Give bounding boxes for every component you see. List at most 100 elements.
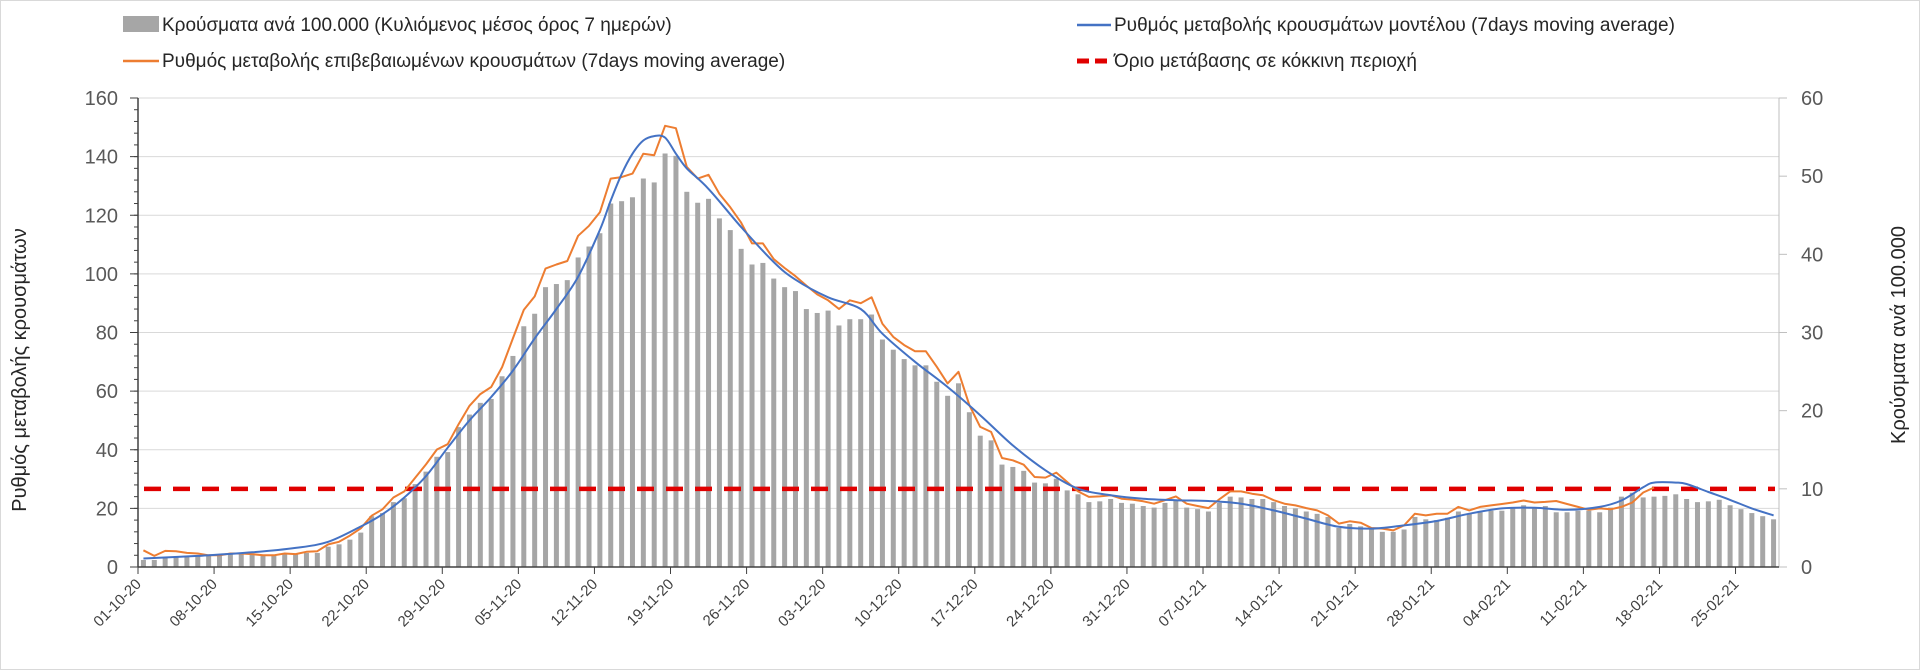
bar [1542, 506, 1548, 567]
bar [1184, 507, 1190, 567]
bar [716, 218, 722, 568]
bar [553, 284, 559, 567]
bar [1129, 503, 1135, 567]
bar [629, 197, 635, 567]
bar [760, 262, 766, 567]
y-left-tick-label: 80 [96, 323, 118, 345]
bar [662, 153, 668, 567]
bar [456, 427, 462, 567]
x-tick-label: 28-01-21 [1384, 576, 1438, 630]
bar [1358, 526, 1364, 567]
bar [217, 554, 223, 567]
y-left-tick-label: 0 [107, 557, 118, 579]
y-left-tick-label: 40 [96, 440, 118, 462]
bar [1303, 511, 1309, 567]
bar [445, 452, 451, 567]
bar [347, 539, 353, 567]
x-tick-label: 04-02-21 [1460, 576, 1514, 630]
bar [956, 383, 961, 567]
bar [684, 191, 690, 568]
x-tick-label: 18-02-21 [1612, 576, 1666, 630]
x-tick-label: 07-01-21 [1155, 576, 1209, 630]
x-tick-label: 31-12-20 [1079, 576, 1133, 630]
bar [792, 291, 798, 567]
bar [1575, 510, 1581, 567]
bar [1651, 496, 1657, 567]
bar [1010, 466, 1016, 567]
bar [1673, 494, 1679, 567]
bar [1249, 498, 1255, 567]
bar [1216, 502, 1222, 567]
bar [1108, 498, 1114, 567]
y-right-tick-label: 20 [1801, 401, 1823, 423]
y-left-tick-label: 60 [96, 381, 118, 403]
bar [1477, 512, 1483, 567]
bar [1608, 507, 1614, 567]
bar [1727, 505, 1733, 567]
x-tick-label: 24-12-20 [1003, 576, 1057, 630]
bar [184, 556, 190, 567]
y-right-tick-label: 10 [1801, 479, 1823, 501]
bar [564, 280, 570, 567]
bar [227, 554, 233, 567]
bar [380, 513, 386, 567]
bar [1325, 516, 1331, 567]
bar [771, 278, 777, 567]
bar [1390, 531, 1396, 567]
bar [434, 456, 440, 567]
bar [1042, 483, 1048, 567]
bar [1771, 519, 1777, 567]
bar [1064, 490, 1070, 567]
bar [1531, 507, 1537, 567]
bar [1271, 502, 1277, 567]
x-tick-label: 08-10-20 [166, 576, 220, 630]
y-left-axis-title: Ρυθμός μεταβολής κρουσμάτων [9, 228, 31, 512]
line-series [142, 124, 1775, 560]
bar [738, 248, 744, 567]
y-right-tick-label: 0 [1801, 557, 1812, 579]
bar [1292, 508, 1298, 567]
bar [1086, 502, 1092, 567]
bar [890, 349, 896, 567]
bar [303, 552, 309, 567]
legend-label-confirmed: Ρυθμός μεταβολής επιβεβαιωμένων κρουσμάτ… [162, 51, 785, 72]
bar [1282, 506, 1288, 567]
legend: Κρούσματα ανά 100.000 (Κυλιόμενος μέσος … [123, 15, 1675, 72]
bar-series-cases-per-100k [140, 153, 1777, 568]
bar [173, 556, 179, 567]
bar [803, 309, 809, 567]
bar [282, 554, 288, 567]
bar [1227, 496, 1233, 567]
bar [510, 355, 516, 567]
model-rate-line [143, 134, 1774, 560]
legend-label-model: Ρυθμός μεταβολής κρουσμάτων μοντέλου (7d… [1114, 15, 1675, 36]
bar [1760, 516, 1766, 567]
y-right-tick-label: 50 [1801, 166, 1823, 188]
y-left-tick-label: 20 [96, 498, 118, 520]
bar [1173, 499, 1179, 567]
bar [1412, 516, 1418, 567]
bar [988, 440, 994, 567]
bar [314, 552, 320, 567]
bar [727, 230, 733, 567]
x-tick-label: 05-11-20 [471, 576, 525, 630]
bar [1195, 509, 1201, 567]
bar [597, 233, 603, 567]
bar [477, 402, 483, 567]
bar [619, 201, 625, 567]
bar [1151, 507, 1157, 567]
bar [901, 359, 907, 567]
bar [1510, 507, 1516, 567]
x-tick-label: 19-11-20 [624, 576, 678, 630]
bar [1597, 512, 1603, 567]
bar [1162, 502, 1168, 567]
legend-swatch-bars [123, 16, 159, 32]
bar [1205, 511, 1211, 567]
bar [912, 365, 918, 567]
bar [1455, 511, 1461, 567]
bar [249, 554, 255, 567]
bar [238, 554, 244, 567]
bar [325, 546, 331, 567]
bar [1119, 502, 1125, 567]
bar [1749, 513, 1755, 567]
